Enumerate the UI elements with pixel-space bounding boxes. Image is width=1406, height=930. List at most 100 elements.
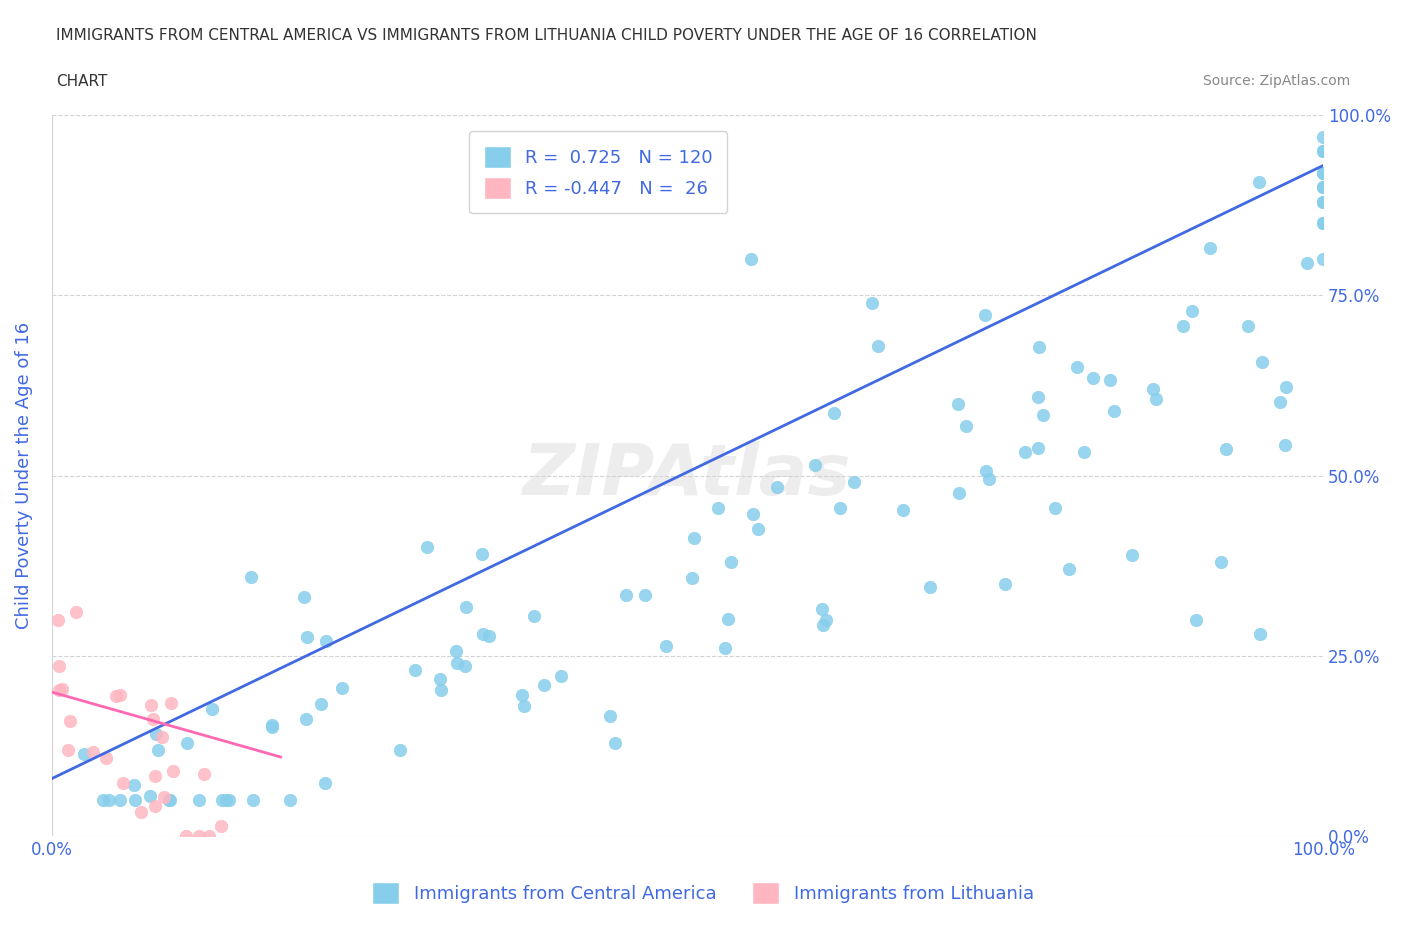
Point (1312, 166, 1334, 180)
Point (215, 793, 238, 808)
Point (1236, 318, 1258, 333)
Point (707, 500, 730, 515)
Point (1104, 404, 1126, 418)
Point (278, 793, 301, 808)
Point (1270, 395, 1292, 410)
Point (141, 698, 163, 712)
Point (868, 339, 890, 353)
Point (605, 736, 627, 751)
Point (82, 744, 104, 759)
Point (65, 604, 87, 619)
Point (59, 714, 82, 729)
Point (471, 627, 494, 642)
Point (1199, 241, 1222, 256)
Point (1312, 194, 1334, 209)
Point (446, 655, 468, 670)
Point (683, 530, 706, 545)
Point (510, 687, 533, 702)
Point (153, 790, 176, 804)
Point (1274, 437, 1296, 452)
Point (533, 677, 555, 692)
Point (1211, 555, 1233, 570)
Point (811, 601, 834, 616)
Point (218, 793, 240, 808)
Point (1057, 562, 1080, 577)
Point (1312, 252, 1334, 267)
Point (1274, 379, 1296, 394)
Point (187, 829, 209, 844)
Point (311, 697, 333, 711)
Point (1312, 179, 1334, 194)
Point (714, 641, 737, 656)
Point (1249, 174, 1271, 189)
Point (453, 658, 475, 673)
Point (804, 458, 827, 472)
Point (129, 804, 152, 819)
Point (260, 720, 283, 735)
Point (193, 766, 215, 781)
Point (860, 296, 883, 311)
Point (550, 669, 572, 684)
Point (430, 683, 453, 698)
Point (297, 630, 319, 644)
Point (1073, 445, 1095, 459)
Point (720, 555, 742, 570)
Point (187, 793, 209, 808)
Point (1028, 339, 1050, 354)
Point (948, 485, 970, 500)
Point (811, 618, 834, 632)
Point (201, 701, 224, 716)
Point (429, 671, 451, 686)
Point (1032, 408, 1054, 423)
Point (918, 579, 941, 594)
Point (955, 418, 977, 433)
Point (1250, 355, 1272, 370)
Point (1312, 143, 1334, 158)
Point (240, 569, 263, 584)
Point (330, 681, 353, 696)
Point (974, 463, 997, 478)
Point (842, 474, 865, 489)
Point (765, 479, 787, 494)
Point (523, 609, 546, 624)
Point (159, 793, 181, 808)
Point (1121, 548, 1143, 563)
Point (315, 633, 337, 648)
Point (1312, 216, 1334, 231)
Point (48, 658, 70, 673)
Point (148, 743, 170, 758)
Text: ZIPAtlas: ZIPAtlas (523, 441, 852, 511)
Point (73, 746, 96, 761)
Legend: R =  0.725   N = 120, R = -0.447   N =  26: R = 0.725 N = 120, R = -0.447 N = 26 (470, 131, 727, 213)
Point (815, 613, 838, 628)
Point (122, 777, 145, 792)
Point (292, 590, 315, 604)
Point (138, 789, 160, 804)
Point (110, 687, 132, 702)
Point (1066, 360, 1088, 375)
Text: IMMIGRANTS FROM CENTRAL AMERICA VS IMMIGRANTS FROM LITHUANIA CHILD POVERTY UNDER: IMMIGRANTS FROM CENTRAL AMERICA VS IMMIG… (56, 28, 1038, 43)
Point (1312, 143, 1334, 158)
Point (314, 776, 336, 790)
Point (48, 683, 70, 698)
Point (174, 829, 197, 844)
Point (634, 587, 657, 602)
Point (143, 798, 166, 813)
Point (1249, 627, 1271, 642)
Legend: Immigrants from Central America, Immigrants from Lithuania: Immigrants from Central America, Immigra… (364, 875, 1042, 911)
Point (159, 696, 181, 711)
Point (294, 711, 316, 726)
Point (979, 472, 1001, 486)
Point (614, 588, 637, 603)
Point (1185, 613, 1208, 628)
Point (946, 397, 969, 412)
Point (162, 764, 184, 778)
Point (1215, 441, 1237, 456)
Y-axis label: Child Poverty Under the Age of 16: Child Poverty Under the Age of 16 (15, 322, 32, 630)
Point (388, 742, 411, 757)
Point (747, 522, 769, 537)
Point (1312, 129, 1334, 144)
Point (404, 662, 426, 677)
Point (994, 577, 1017, 591)
Point (974, 308, 997, 323)
